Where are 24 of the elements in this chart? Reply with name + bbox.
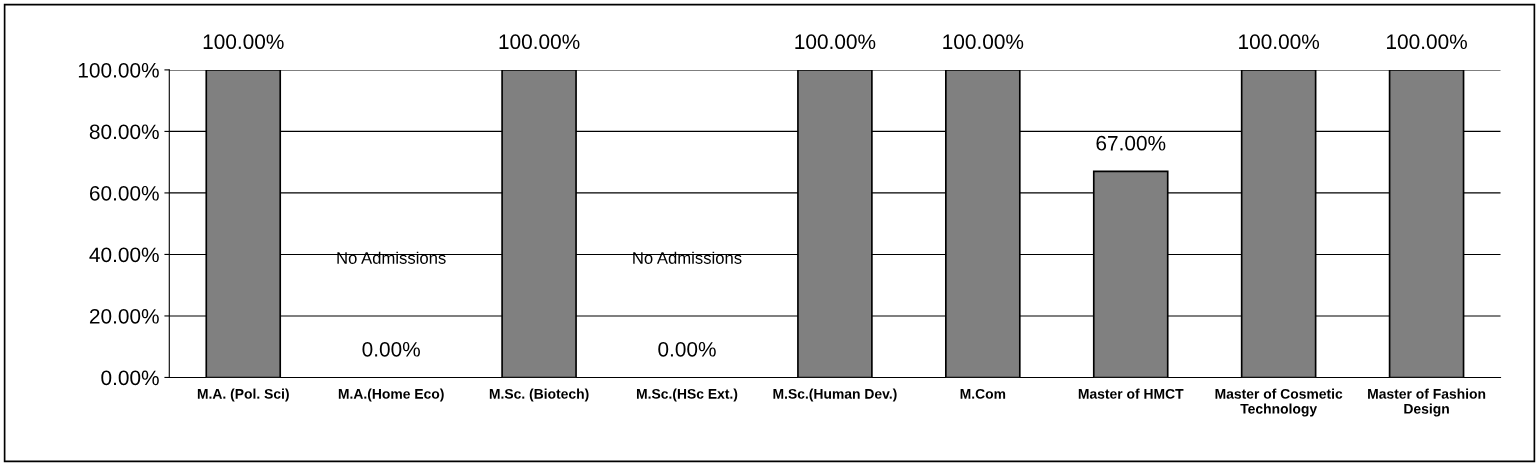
data-label: 67.00% xyxy=(1096,135,1166,151)
data-label: 100.00% xyxy=(1239,34,1320,50)
y-tick-label: 60.00% xyxy=(89,185,159,201)
x-tick-label: M.A. (Pol. Sci) xyxy=(197,388,289,402)
y-tick-label: 20.00% xyxy=(89,308,159,324)
x-tick-label: M.Sc.(HSc Ext.) xyxy=(636,388,738,402)
y-tick-label: 80.00% xyxy=(89,124,159,140)
data-label: 100.00% xyxy=(795,34,876,50)
x-tick-label: M.Sc. (Biotech) xyxy=(489,388,589,402)
x-tick-label: M.Com xyxy=(960,388,1006,399)
data-label: 100.00% xyxy=(943,34,1024,50)
data-label: 100.00% xyxy=(499,34,580,50)
x-tick-label: M.Sc.(Human Dev.) xyxy=(773,388,897,402)
x-tick-label: Master of HMCT xyxy=(1078,388,1184,399)
data-label: 0.00% xyxy=(658,341,716,357)
y-tick-label: 0.00% xyxy=(101,370,159,386)
data-label: 100.00% xyxy=(1387,34,1467,50)
data-label: 100.00% xyxy=(203,34,284,50)
y-tick-label: 40.00% xyxy=(89,247,159,263)
x-tick-label: M.A.(Home Eco) xyxy=(338,388,444,402)
x-tick-label: Master of Fashion Design xyxy=(1368,388,1486,417)
y-tick-label: 100.00% xyxy=(78,62,159,78)
x-tick-label: Master of Cosmetic Technology xyxy=(1215,388,1343,417)
data-label: 0.00% xyxy=(362,341,420,357)
